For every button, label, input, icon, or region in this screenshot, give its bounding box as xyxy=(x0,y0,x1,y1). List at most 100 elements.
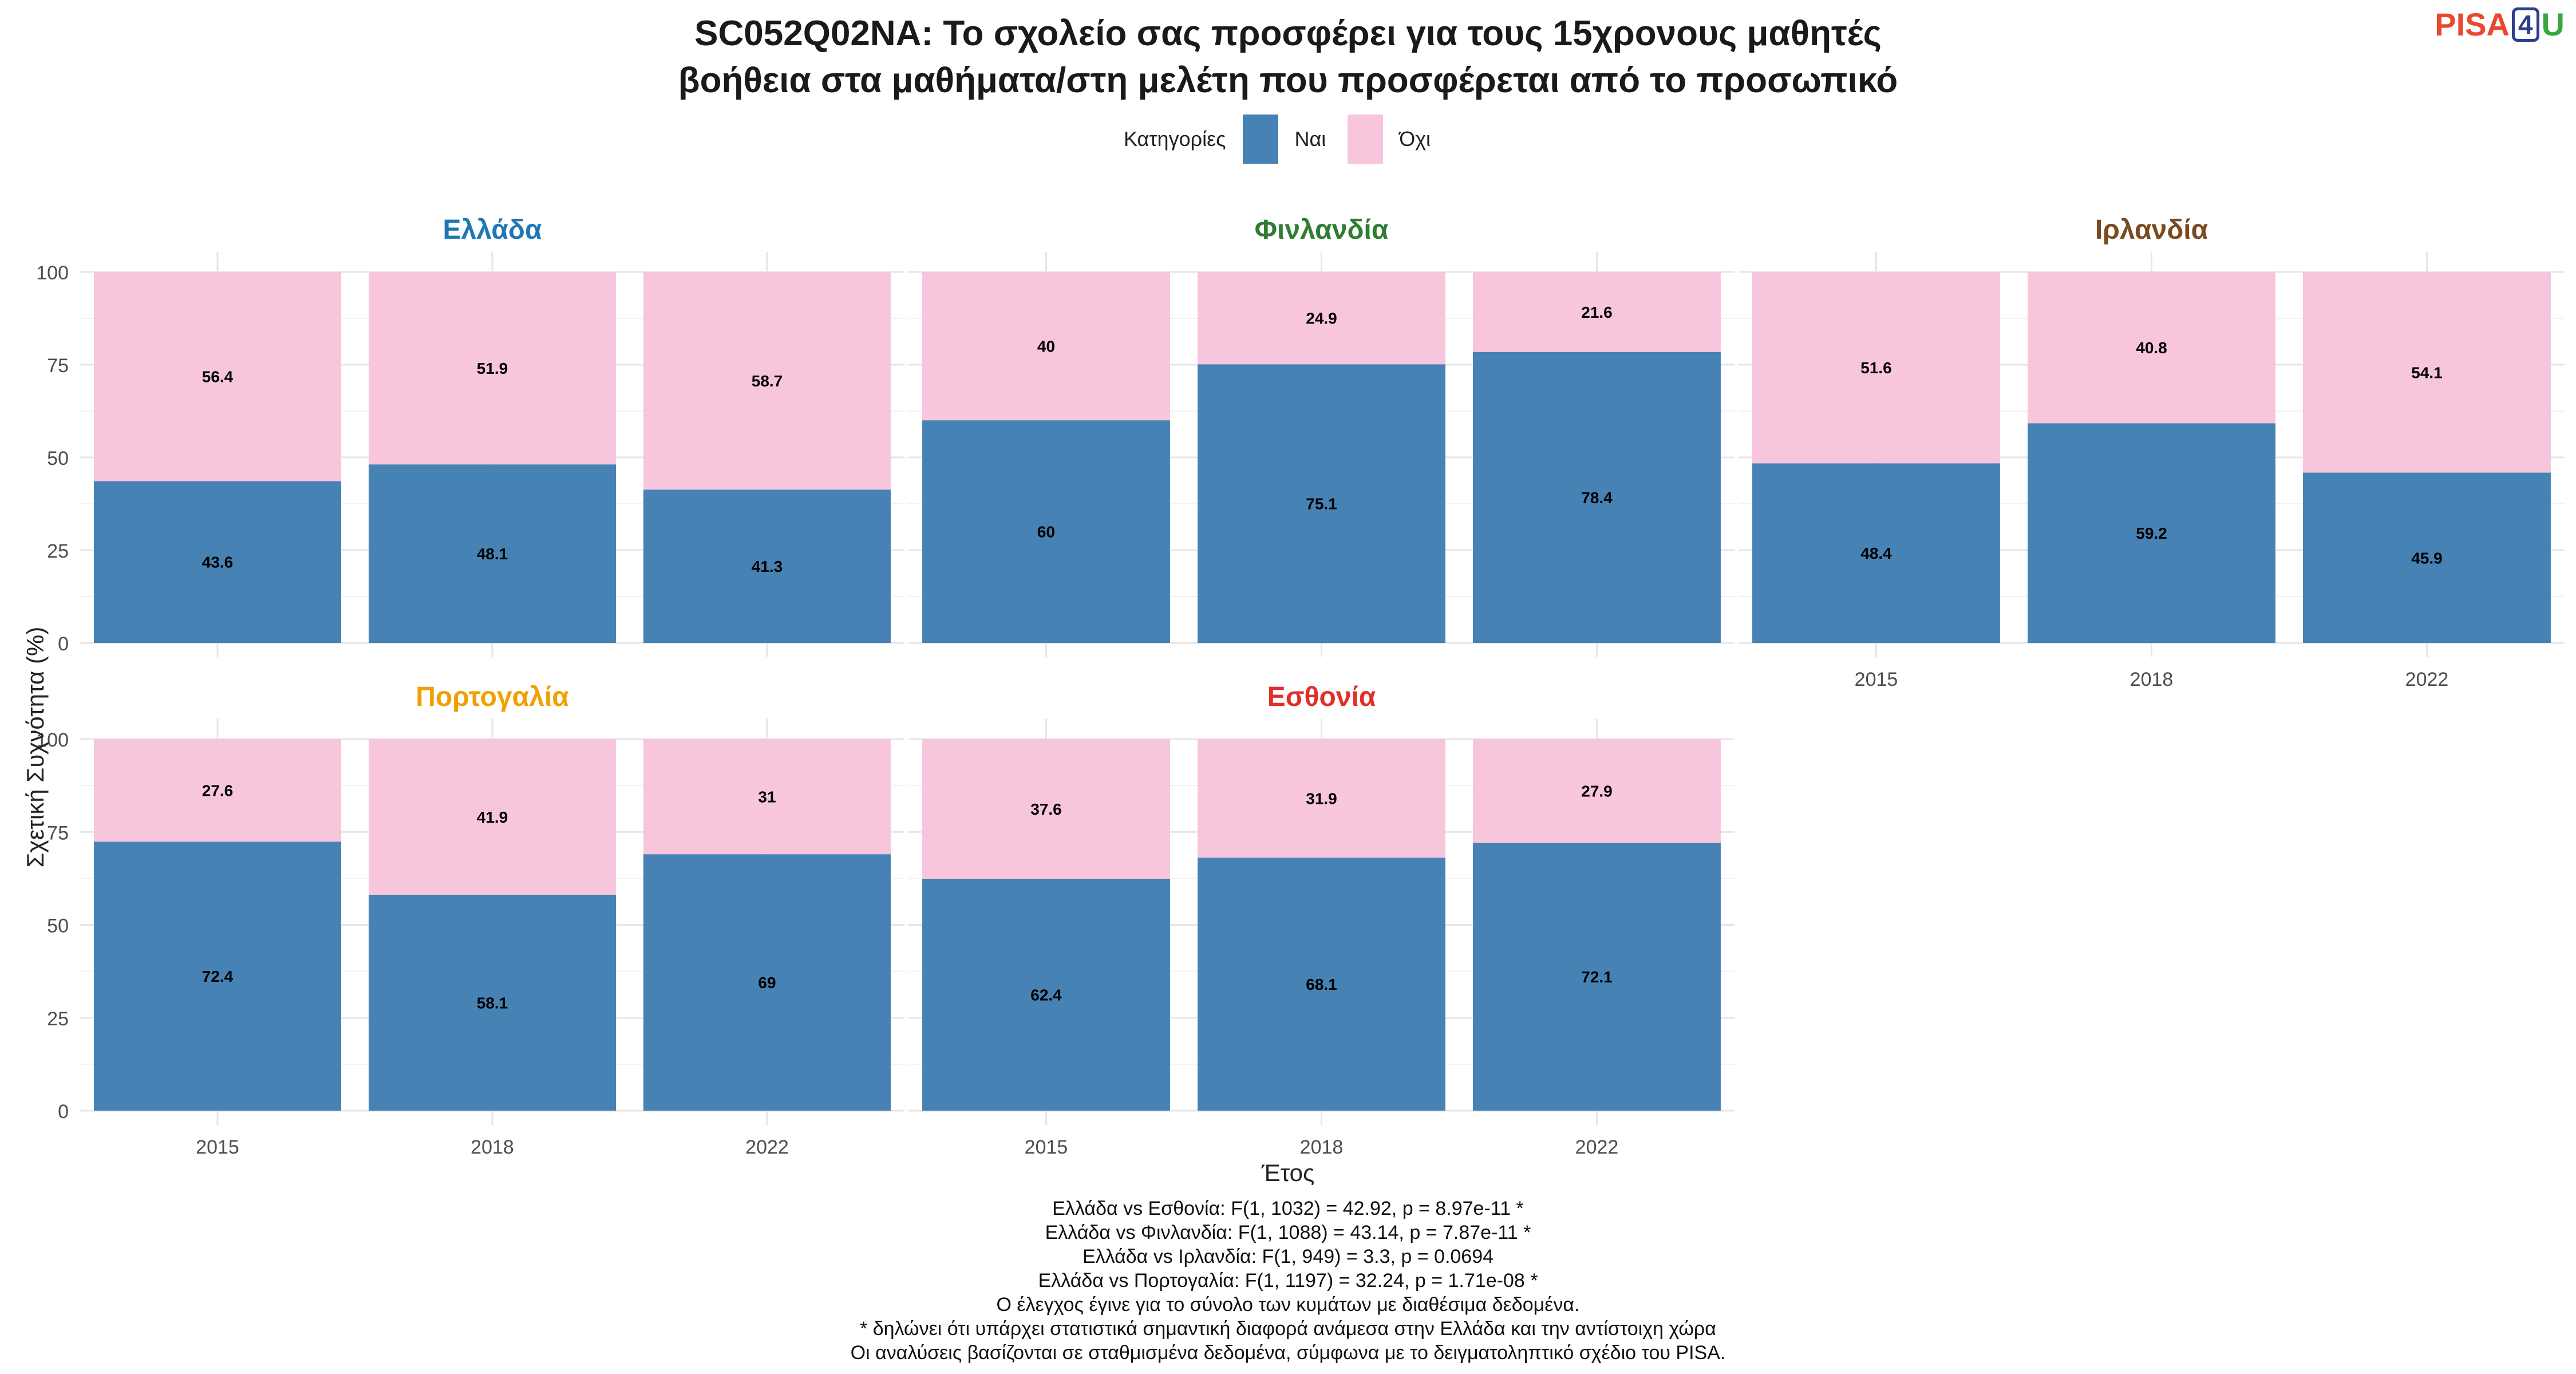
data-label-yes: 72.4 xyxy=(202,968,234,985)
x-tick-label: 2018 xyxy=(2130,669,2174,690)
data-label-yes: 59.2 xyxy=(2136,524,2167,542)
panel-title: Εσθονία xyxy=(1267,682,1376,712)
panel-title: Ελλάδα xyxy=(443,215,542,245)
data-label-yes: 72.1 xyxy=(1581,968,1613,986)
data-label-no: 54.1 xyxy=(2411,364,2443,381)
y-tick-label: 50 xyxy=(47,915,69,937)
note-line: * δηλώνει ότι υπάρχει στατιστικά σημαντι… xyxy=(860,1318,1716,1340)
logo-pisa-text: PISA xyxy=(2435,6,2510,42)
legend: Κατηγορίες Ναι Όχι xyxy=(0,114,2576,164)
data-label-no: 27.6 xyxy=(202,782,234,800)
y-tick-label: 50 xyxy=(47,448,69,469)
bar-segment-no xyxy=(1198,739,1445,858)
bar-segment-yes xyxy=(94,842,341,1111)
bar-segment-yes xyxy=(643,854,891,1111)
y-tick-label: 100 xyxy=(36,729,69,751)
panel-title: Πορτογαλία xyxy=(416,682,569,712)
data-label-no: 21.6 xyxy=(1581,303,1613,321)
y-axis-label: Σχετική Συχνότητα (%) xyxy=(22,626,49,868)
data-label-no: 56.4 xyxy=(202,368,234,386)
bar-segment-yes xyxy=(1198,364,1445,643)
data-label-no: 40.8 xyxy=(2136,339,2167,357)
bar-segment-no xyxy=(1752,272,2000,464)
bar-segment-yes xyxy=(2303,472,2551,643)
panel-1: Ελλάδα 0 25 50 75 100 43.6 56.4 48.1 51.9 41.3 58.7 xyxy=(36,215,904,657)
x-tick-label: 2015 xyxy=(1855,669,1898,690)
note-line: Ελλάδα vs Πορτογαλία: F(1, 1197) = 32.24… xyxy=(1038,1270,1538,1292)
y-tick-label: 75 xyxy=(47,822,69,844)
data-label-no: 31 xyxy=(758,788,776,806)
note-line: Οι αναλύσεις βασίζονται σε σταθμισμένα δ… xyxy=(850,1342,1726,1364)
bar-segment-yes xyxy=(369,894,616,1111)
data-label-yes: 68.1 xyxy=(1306,976,1337,993)
pisa4u-logo: PISA 4 U xyxy=(2435,5,2565,45)
bar-segment-yes xyxy=(1752,463,2000,643)
x-tick-label: 2015 xyxy=(1025,1136,1068,1158)
legend-key-yes xyxy=(1243,114,1279,164)
bar-segment-yes xyxy=(1473,352,1721,643)
logo-four-text: 4 xyxy=(2511,7,2539,42)
x-tick-label: 2022 xyxy=(1575,1136,1619,1158)
title-line-1: SC052Q02NA: Το σχολείο σας προσφέρει για… xyxy=(694,14,1882,53)
legend-label-no: Όχι xyxy=(1399,127,1431,151)
bar-segment-yes xyxy=(643,489,891,643)
bar-segment-no xyxy=(643,739,891,855)
y-tick-label: 0 xyxy=(58,1101,69,1123)
legend-key-no xyxy=(1348,114,1384,164)
x-tick-label: 2015 xyxy=(196,1136,239,1158)
data-label-no: 37.6 xyxy=(1030,800,1062,818)
bar-segment-no xyxy=(1473,272,1721,352)
data-label-yes: 69 xyxy=(758,974,776,992)
bar-segment-yes xyxy=(1198,858,1445,1111)
y-tick-label: 0 xyxy=(58,633,69,655)
x-tick-label: 2022 xyxy=(745,1136,789,1158)
data-label-yes: 48.1 xyxy=(477,545,508,563)
bar-segment-no xyxy=(94,739,341,842)
data-label-no: 31.9 xyxy=(1306,790,1337,808)
bar-segment-no xyxy=(1473,739,1721,843)
note-line: Ελλάδα vs Ιρλανδία: F(1, 949) = 3.3, p =… xyxy=(1082,1246,1494,1268)
data-label-yes: 43.6 xyxy=(202,554,234,571)
bar-segment-yes xyxy=(369,464,616,643)
x-tick-label: 2018 xyxy=(471,1136,514,1158)
bar-segment-no xyxy=(643,272,891,490)
bar-segment-yes xyxy=(922,879,1170,1111)
data-label-yes: 60 xyxy=(1037,523,1055,541)
data-label-no: 41.9 xyxy=(477,808,508,826)
legend-title: Κατηγορίες xyxy=(1123,127,1226,151)
data-label-yes: 45.9 xyxy=(2411,549,2443,567)
bar-segment-yes xyxy=(2028,423,2275,643)
y-tick-label: 25 xyxy=(47,1008,69,1030)
bar-segment-no xyxy=(369,272,616,465)
x-tick-label: 2022 xyxy=(2405,669,2449,690)
data-label-no: 51.9 xyxy=(477,360,508,377)
legend-label-yes: Ναι xyxy=(1294,127,1326,151)
data-label-no: 27.9 xyxy=(1581,783,1613,800)
bar-segment-no xyxy=(2303,272,2551,473)
y-tick-label: 25 xyxy=(47,540,69,562)
statistical-notes: Ελλάδα vs Εσθονία: F(1, 1032) = 42.92, p… xyxy=(0,1197,2576,1365)
note-line: Ελλάδα vs Εσθονία: F(1, 1032) = 42.92, p… xyxy=(1052,1198,1524,1219)
y-tick-label: 100 xyxy=(36,262,69,284)
panel-5: Εσθονία 62.4 37.6 2015 68.1 31.9 2018 72.1 27.9 2… xyxy=(908,682,1735,1158)
panel-title: Φινλανδία xyxy=(1255,215,1389,245)
bar-segment-yes xyxy=(1473,843,1721,1111)
data-label-yes: 48.4 xyxy=(1860,544,1892,562)
bar-segment-no xyxy=(1198,272,1445,365)
bar-segment-yes xyxy=(94,481,341,643)
title-line-2: βοήθεια στα μαθήματα/στη μελέτη που προσ… xyxy=(678,61,1898,100)
bar-segment-yes xyxy=(922,420,1170,643)
chart-title: SC052Q02NA: Το σχολείο σας προσφέρει για… xyxy=(0,10,2576,104)
data-label-yes: 41.3 xyxy=(752,558,783,575)
data-label-no: 40 xyxy=(1037,338,1055,356)
y-tick-label: 75 xyxy=(47,355,69,377)
x-axis-label: Έτος xyxy=(1261,1159,1315,1186)
panel-4: Πορτογαλία 0 25 50 75 100 72.4 27.6 2015 58.1 41.9… xyxy=(36,682,904,1158)
data-label-yes: 75.1 xyxy=(1306,495,1337,513)
panel-3: Ιρλανδία 48.4 51.6 2015 59.2 40.8 2018 45.9 54.1… xyxy=(1739,215,2565,690)
logo-u-text: U xyxy=(2541,6,2565,42)
bar-segment-no xyxy=(369,739,616,895)
bar-segment-no xyxy=(94,272,341,481)
data-label-yes: 62.4 xyxy=(1030,986,1062,1004)
